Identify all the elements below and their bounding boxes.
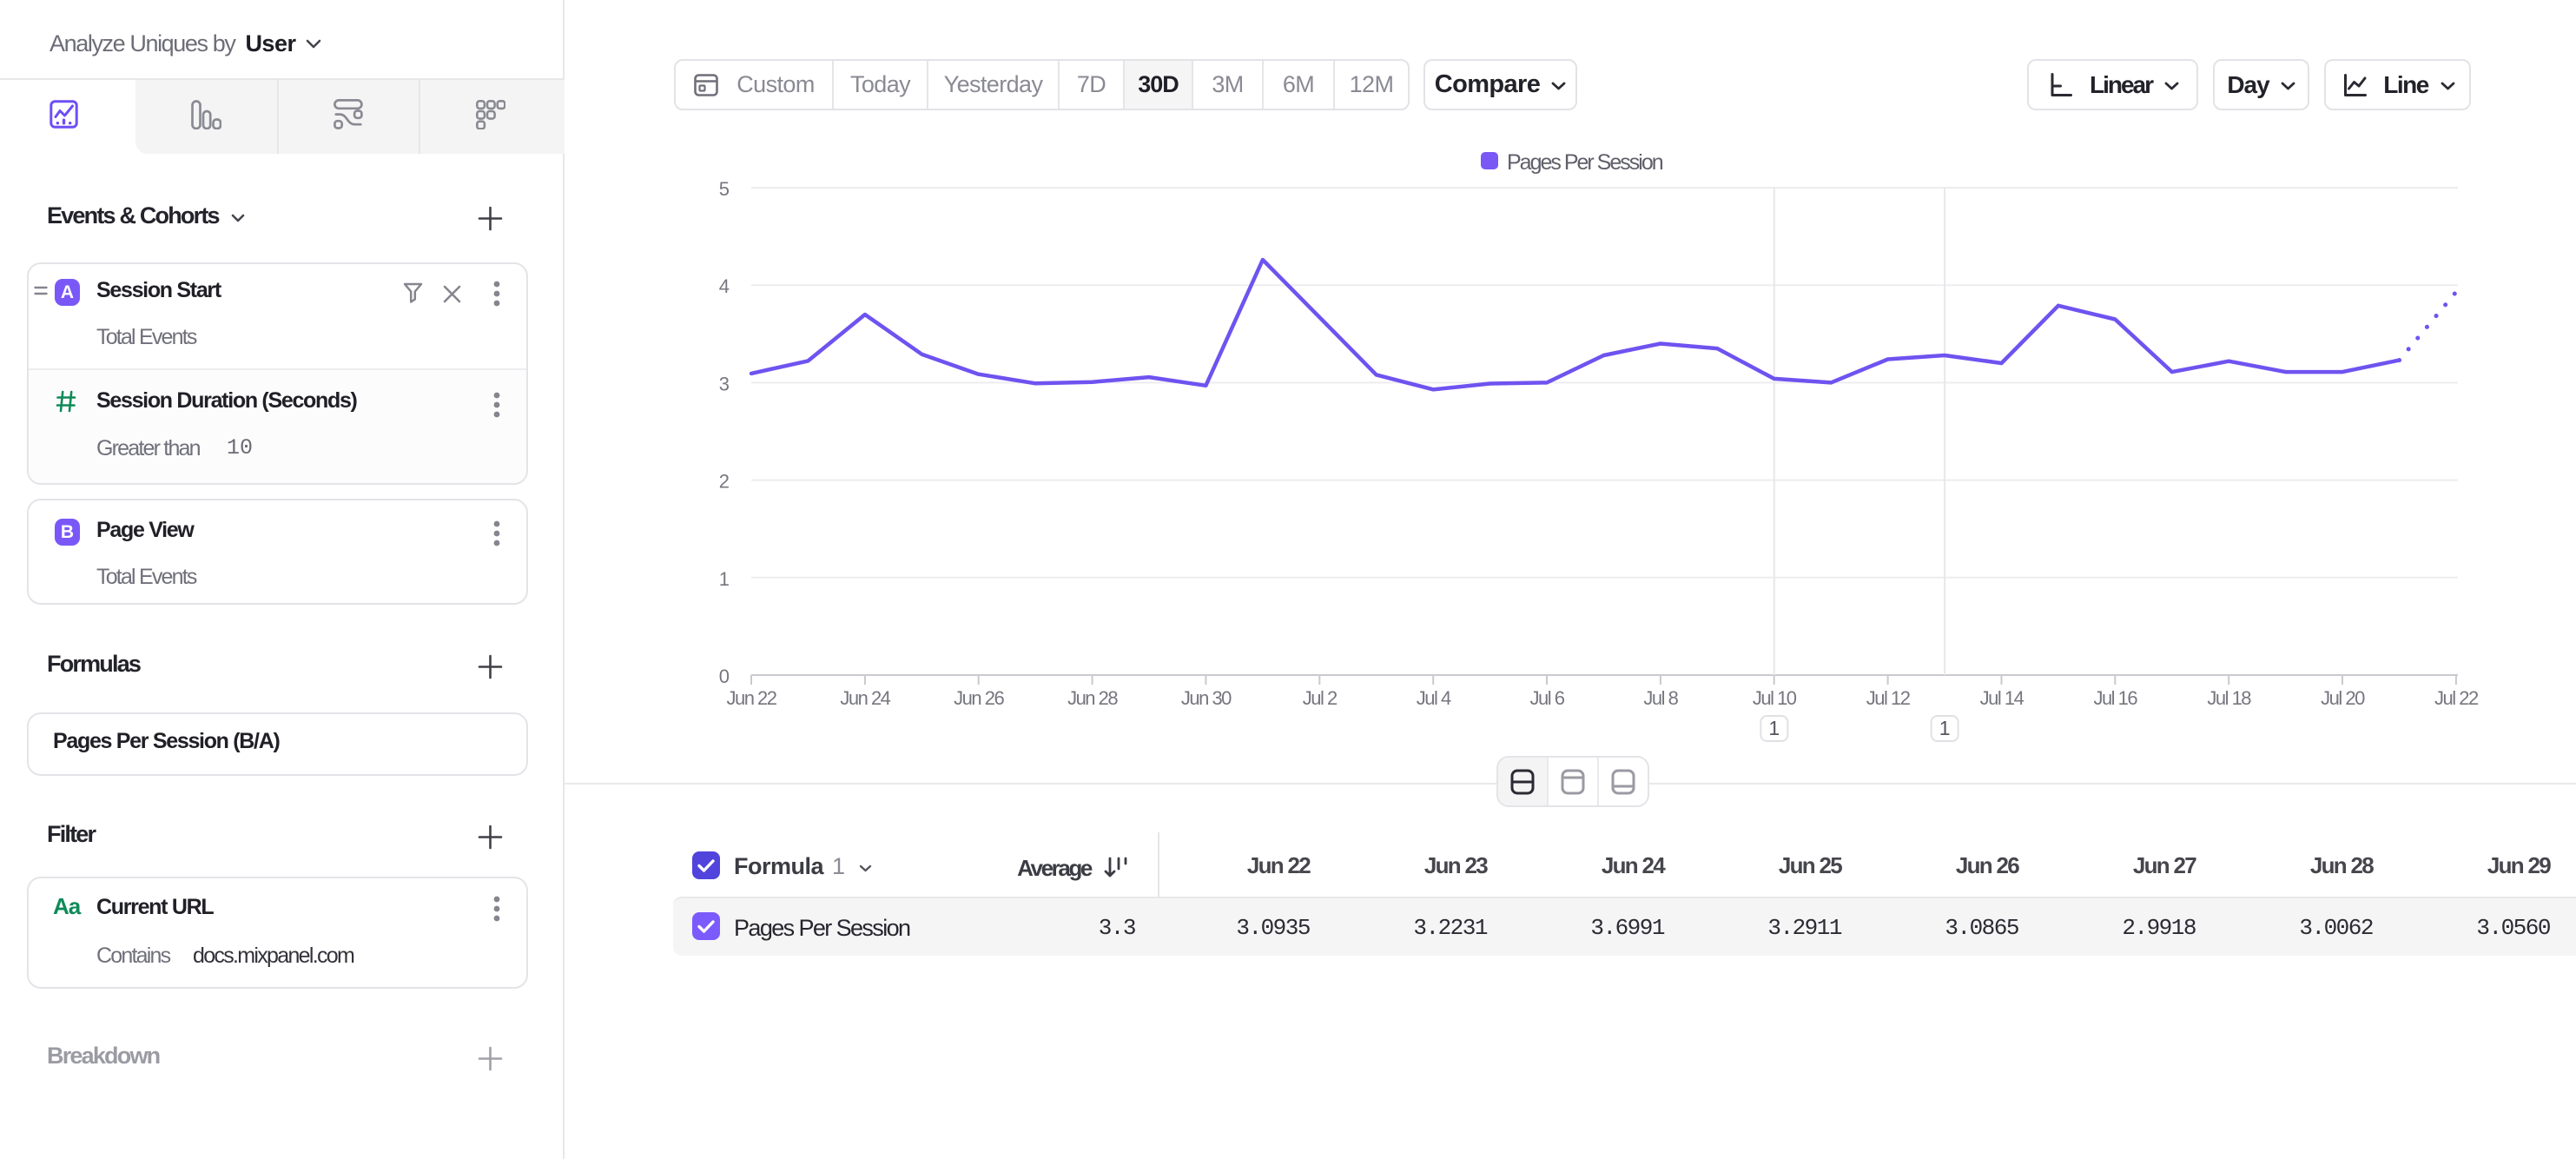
svg-text:Jul 6: Jul 6 bbox=[1530, 687, 1565, 709]
svg-text:Jul 4: Jul 4 bbox=[1417, 687, 1451, 709]
svg-text:Jul 20: Jul 20 bbox=[2321, 687, 2365, 709]
svg-text:Jul 18: Jul 18 bbox=[2207, 687, 2251, 709]
svg-text:1: 1 bbox=[1939, 717, 1951, 739]
svg-text:1: 1 bbox=[1768, 717, 1780, 739]
svg-text:5: 5 bbox=[719, 178, 730, 200]
svg-text:Jul 10: Jul 10 bbox=[1753, 687, 1797, 709]
svg-text:Jun 30: Jun 30 bbox=[1181, 687, 1232, 709]
svg-text:Jul 12: Jul 12 bbox=[1866, 687, 1911, 709]
svg-text:Jul 14: Jul 14 bbox=[1980, 687, 2024, 709]
svg-text:Jun 28: Jun 28 bbox=[1067, 687, 1118, 709]
svg-text:Jul 16: Jul 16 bbox=[2093, 687, 2137, 709]
svg-text:Jul 2: Jul 2 bbox=[1303, 687, 1338, 709]
svg-text:3: 3 bbox=[719, 373, 730, 394]
svg-text:Jun 26: Jun 26 bbox=[954, 687, 1004, 709]
svg-text:Jul 8: Jul 8 bbox=[1643, 687, 1678, 709]
svg-text:Jun 22: Jun 22 bbox=[726, 687, 776, 709]
svg-text:0: 0 bbox=[719, 666, 730, 687]
svg-text:1: 1 bbox=[719, 568, 730, 590]
svg-text:Jun 24: Jun 24 bbox=[840, 687, 890, 709]
svg-text:4: 4 bbox=[719, 275, 730, 297]
svg-text:Jul 22: Jul 22 bbox=[2434, 687, 2479, 709]
svg-text:2: 2 bbox=[719, 471, 730, 493]
